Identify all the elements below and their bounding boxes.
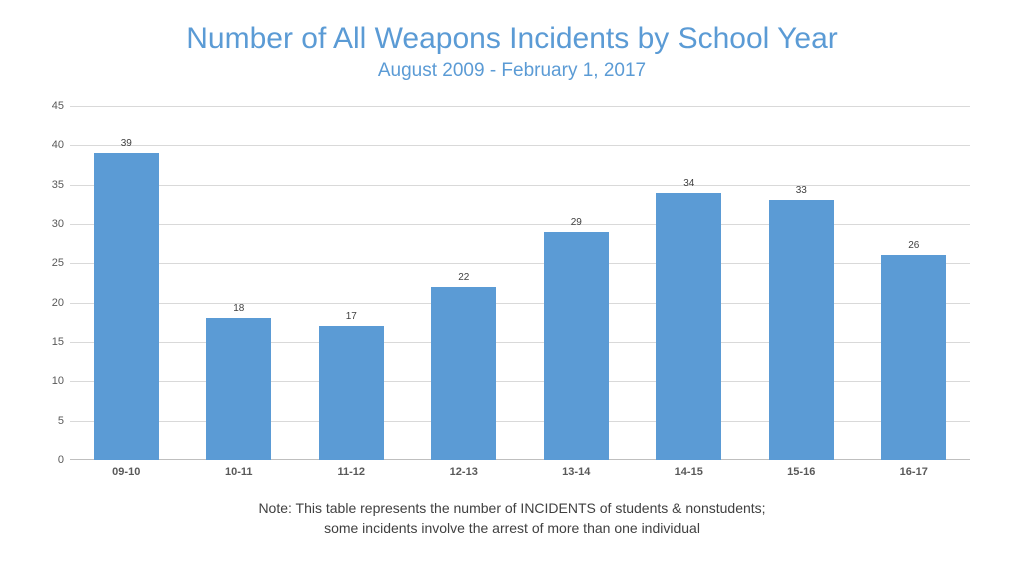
bar-slot: 1810-11 <box>183 106 296 460</box>
bar-slot: 3909-10 <box>70 106 183 460</box>
bar <box>94 153 159 460</box>
bar <box>769 200 834 460</box>
bar <box>319 326 384 460</box>
y-tick-label: 25 <box>52 257 70 269</box>
bar <box>544 232 609 460</box>
x-tick-label: 11-12 <box>295 460 408 478</box>
bar-slot: 2616-17 <box>858 106 971 460</box>
x-tick-label: 15-16 <box>745 460 858 478</box>
bar <box>656 193 721 460</box>
x-tick-label: 16-17 <box>858 460 971 478</box>
bar-slot: 1711-12 <box>295 106 408 460</box>
bar-slot: 3414-15 <box>633 106 746 460</box>
y-tick-label: 35 <box>52 179 70 191</box>
y-tick-label: 5 <box>58 415 70 427</box>
x-tick-label: 10-11 <box>183 460 296 478</box>
bar-slot: 2913-14 <box>520 106 633 460</box>
x-tick-label: 13-14 <box>520 460 633 478</box>
bar-value-label: 29 <box>520 217 633 228</box>
bar-value-label: 33 <box>745 185 858 196</box>
chart-note-line2: some incidents involve the arrest of mor… <box>0 520 1024 536</box>
y-tick-label: 0 <box>58 454 70 466</box>
bar <box>206 318 271 460</box>
x-tick-label: 12-13 <box>408 460 521 478</box>
bar-value-label: 26 <box>858 240 971 251</box>
bar-value-label: 18 <box>183 303 296 314</box>
chart-container: Number of All Weapons Incidents by Schoo… <box>0 0 1024 576</box>
bar-value-label: 39 <box>70 138 183 149</box>
chart-note-line1: Note: This table represents the number o… <box>0 500 1024 516</box>
y-tick-label: 45 <box>52 100 70 112</box>
bar-slot: 3315-16 <box>745 106 858 460</box>
chart-subtitle: August 2009 - February 1, 2017 <box>0 60 1024 82</box>
y-tick-label: 20 <box>52 297 70 309</box>
bars-group: 3909-101810-111711-122212-132913-143414-… <box>70 106 970 460</box>
bar-slot: 2212-13 <box>408 106 521 460</box>
y-tick-label: 40 <box>52 139 70 151</box>
y-tick-label: 15 <box>52 336 70 348</box>
bar <box>881 255 946 460</box>
y-tick-label: 30 <box>52 218 70 230</box>
bar-value-label: 34 <box>633 178 746 189</box>
plot: 3909-101810-111711-122212-132913-143414-… <box>70 106 970 460</box>
y-tick-label: 10 <box>52 375 70 387</box>
plot-area: 3909-101810-111711-122212-132913-143414-… <box>70 106 970 460</box>
bar-value-label: 22 <box>408 272 521 283</box>
chart-title: Number of All Weapons Incidents by Schoo… <box>0 22 1024 56</box>
x-tick-label: 14-15 <box>633 460 746 478</box>
x-tick-label: 09-10 <box>70 460 183 478</box>
bar <box>431 287 496 460</box>
bar-value-label: 17 <box>295 311 408 322</box>
